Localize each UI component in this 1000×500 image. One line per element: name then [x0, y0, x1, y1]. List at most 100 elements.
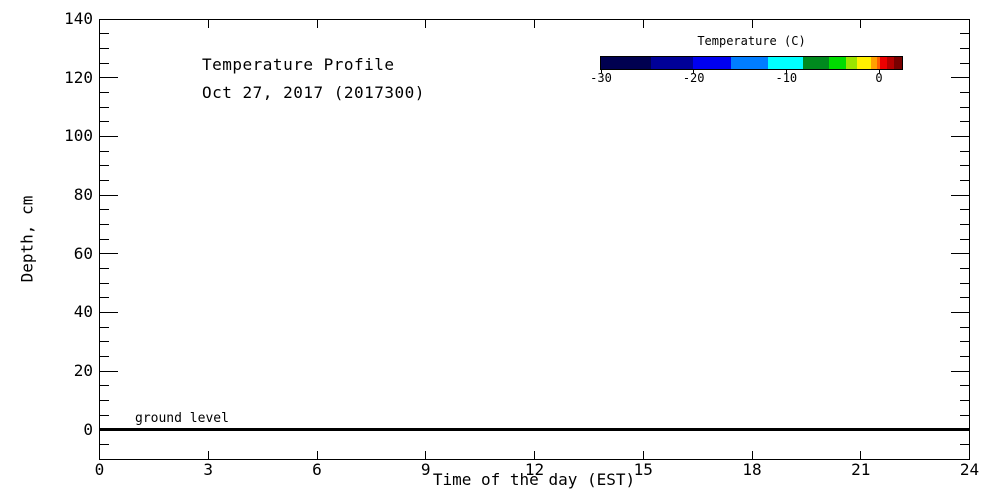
y-minor-tick: [100, 326, 109, 328]
colorbar-tick: [693, 70, 695, 73]
y-minor-tick: [960, 341, 969, 343]
x-major-tick: [99, 20, 100, 28]
colorbar-tick: [785, 70, 787, 73]
x-tick-label: 15: [633, 460, 653, 479]
y-minor-tick: [100, 91, 109, 93]
colorbar-segment: [894, 57, 902, 69]
y-minor-tick: [100, 179, 109, 181]
y-minor-tick: [100, 238, 109, 240]
colorbar-segment: [601, 57, 651, 69]
y-minor-tick: [100, 106, 109, 108]
colorbar-segment: [880, 57, 887, 69]
y-minor-tick: [960, 209, 969, 211]
x-tick-label: 0: [94, 460, 105, 479]
y-minor-tick: [100, 297, 109, 299]
y-major-tick: [951, 135, 969, 137]
y-minor-tick: [100, 33, 109, 35]
y-minor-tick: [960, 106, 969, 108]
x-tick-label: 9: [420, 460, 431, 479]
y-minor-tick: [960, 267, 969, 269]
colorbar-segment: [846, 57, 857, 69]
y-minor-tick: [100, 341, 109, 343]
y-tick-label: 120: [64, 67, 93, 87]
x-major-tick: [642, 451, 644, 459]
colorbar-tick: [600, 70, 602, 73]
colorbar-gradient: [600, 56, 903, 70]
y-major-tick: [100, 311, 118, 313]
y-minor-tick: [100, 121, 109, 123]
y-minor-tick: [100, 355, 109, 357]
colorbar-segment: [857, 57, 871, 69]
x-major-tick: [860, 20, 862, 28]
y-major-tick: [951, 77, 969, 79]
y-major-tick: [951, 18, 969, 20]
colorbar-segment: [731, 57, 768, 69]
y-major-tick: [951, 311, 969, 313]
x-major-tick: [99, 451, 100, 459]
x-major-tick: [969, 20, 970, 28]
y-tick-label: 0: [83, 419, 93, 439]
y-minor-tick: [960, 282, 969, 284]
y-major-tick: [100, 18, 118, 20]
x-tick-label: 12: [524, 460, 545, 479]
y-major-tick: [100, 77, 118, 79]
y-tick-label: 60: [73, 243, 93, 263]
y-minor-tick: [100, 399, 109, 401]
ground-level-line: [100, 428, 969, 431]
x-major-tick: [642, 20, 644, 28]
y-major-tick: [100, 135, 118, 137]
colorbar-segment: [829, 57, 846, 69]
x-axis-title: Time of the day (EST): [432, 470, 636, 489]
ground-level-label: ground level: [135, 411, 229, 426]
y-major-tick: [951, 253, 969, 255]
x-tick-label: 18: [742, 460, 762, 479]
y-minor-tick: [100, 47, 109, 49]
y-minor-tick: [960, 385, 969, 387]
y-tick-label: 100: [64, 126, 93, 146]
x-tick-label: 24: [959, 460, 980, 479]
x-major-tick: [425, 451, 427, 459]
colorbar-title: Temperature (C): [697, 34, 806, 48]
y-tick-label: 40: [73, 302, 93, 322]
y-minor-tick: [100, 209, 109, 211]
y-minor-tick: [960, 91, 969, 93]
x-major-tick: [534, 20, 535, 28]
y-minor-tick: [960, 33, 969, 35]
y-minor-tick: [960, 121, 969, 123]
chart-title: Temperature Profile: [202, 55, 395, 74]
y-minor-tick: [960, 326, 969, 328]
y-minor-tick: [100, 282, 109, 284]
y-major-tick: [100, 194, 118, 196]
y-axis-title: Depth, cm: [17, 195, 37, 283]
y-minor-tick: [100, 443, 109, 445]
y-tick-label: 80: [73, 185, 93, 204]
y-minor-tick: [100, 414, 109, 416]
x-major-tick: [751, 451, 753, 459]
x-major-tick: [425, 20, 427, 28]
y-minor-tick: [960, 62, 969, 64]
y-minor-tick: [960, 399, 969, 401]
colorbar-segment: [651, 57, 693, 69]
y-major-tick: [100, 370, 118, 372]
y-minor-tick: [960, 223, 969, 225]
colorbar-segment: [871, 57, 877, 69]
x-tick-label: 3: [203, 460, 214, 479]
y-minor-tick: [100, 223, 109, 225]
colorbar-tick: [878, 70, 880, 73]
y-minor-tick: [960, 443, 969, 445]
x-major-tick: [207, 451, 209, 459]
colorbar-tick-label: -10: [775, 71, 798, 85]
y-minor-tick: [960, 238, 969, 240]
colorbar-tick-label: 0: [875, 71, 883, 85]
colorbar-segment: [768, 57, 803, 69]
colorbar-tick-label: -20: [682, 71, 705, 85]
y-major-tick: [951, 429, 969, 431]
y-major-tick: [951, 370, 969, 372]
x-major-tick: [316, 20, 318, 28]
colorbar-segment: [877, 57, 880, 69]
y-major-tick: [100, 429, 118, 431]
x-major-tick: [969, 451, 970, 459]
y-minor-tick: [960, 179, 969, 181]
y-minor-tick: [960, 150, 969, 152]
x-major-tick: [860, 451, 862, 459]
